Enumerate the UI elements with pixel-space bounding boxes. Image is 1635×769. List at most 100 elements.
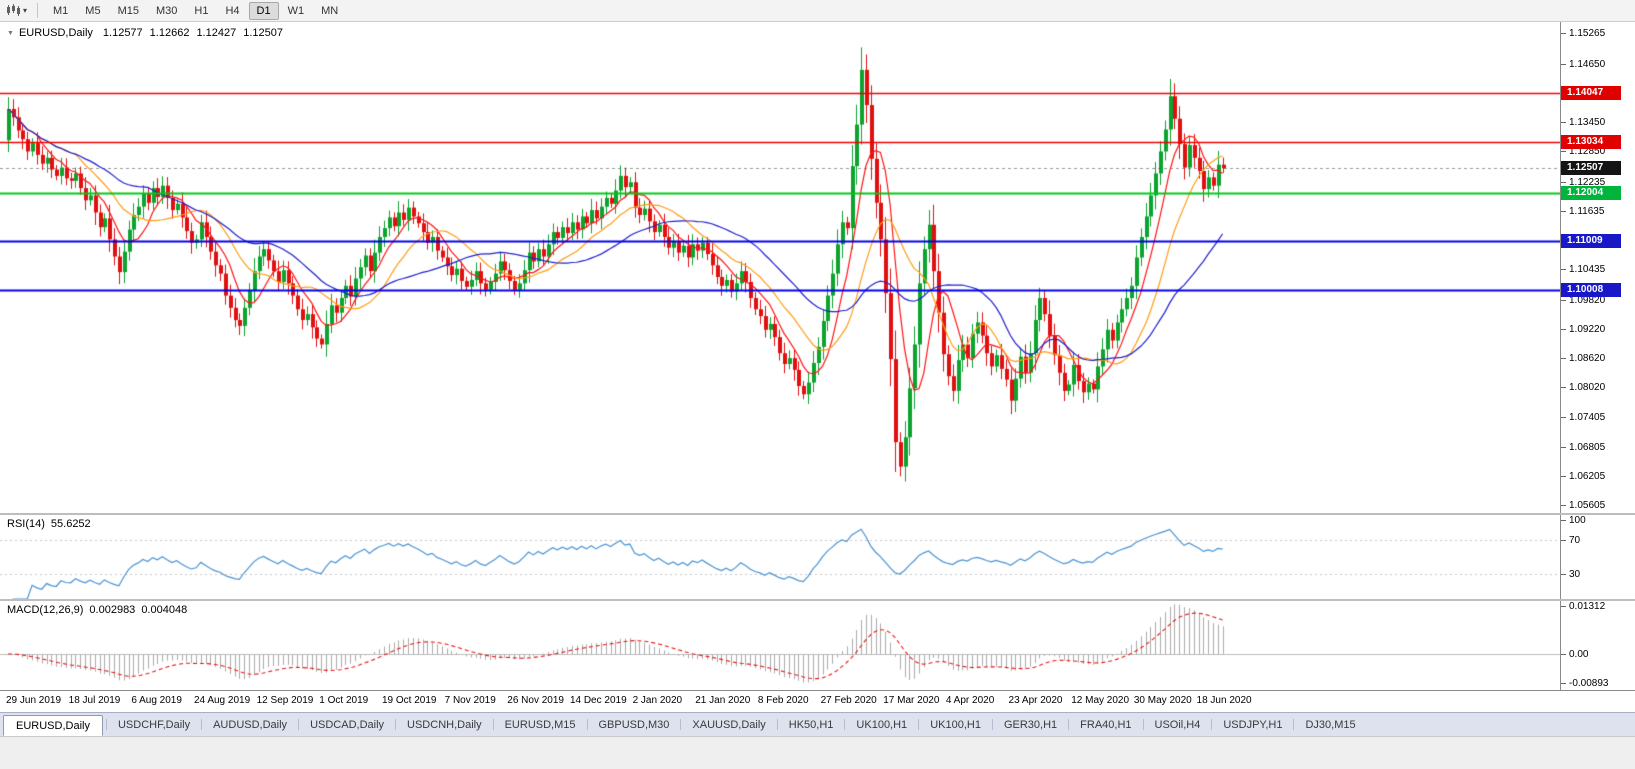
chart-tab-gbpusd-m30[interactable]: GBPUSD,M30 bbox=[598, 718, 670, 731]
tab-divider bbox=[1293, 719, 1295, 730]
price-axis-label: 1.09220 bbox=[1560, 323, 1606, 335]
ohlc-low-value: 1.12427 bbox=[196, 27, 237, 39]
chart-tab-usoil-h4[interactable]: USOil,H4 bbox=[1154, 718, 1201, 731]
price-axis-label: 1.08620 bbox=[1560, 353, 1606, 365]
time-axis-label: 8 Feb 2020 bbox=[757, 695, 809, 706]
chart-header: ▼ EURUSD,Daily 1.12577 1.12662 1.12427 1… bbox=[7, 27, 290, 39]
time-axis-label: 23 Apr 2020 bbox=[1008, 695, 1063, 706]
price-chart-canvas[interactable] bbox=[0, 22, 1560, 513]
price-axis-label: 1.09820 bbox=[1560, 294, 1606, 306]
time-axis-label: 2 Jan 2020 bbox=[632, 695, 683, 706]
window-bottom-strip bbox=[0, 736, 1635, 769]
price-axis-label: 1.06205 bbox=[1560, 471, 1606, 483]
chart-tab-dj30-m15[interactable]: DJ30,M15 bbox=[1305, 718, 1356, 731]
time-axis-label: 1 Oct 2019 bbox=[319, 695, 369, 706]
chart-tab-eurusd-m15[interactable]: EURUSD,M15 bbox=[504, 718, 576, 731]
rsi-indicator-canvas[interactable] bbox=[0, 515, 1560, 599]
time-axis-label: 7 Nov 2019 bbox=[444, 695, 496, 706]
time-axis-label: 17 Mar 2020 bbox=[883, 695, 940, 706]
macd-indicator-label: MACD(12,26,9) 0.002983 0.004048 bbox=[7, 604, 187, 616]
price-badge: 1.10008 bbox=[1561, 283, 1621, 298]
time-axis-label: 6 Aug 2019 bbox=[131, 695, 182, 706]
timeframe-button-d1[interactable]: D1 bbox=[248, 1, 279, 20]
time-axis-label: 12 May 2020 bbox=[1071, 695, 1130, 706]
timeframe-button-mn[interactable]: MN bbox=[321, 4, 339, 17]
rsi-panel-splitter[interactable] bbox=[0, 513, 1635, 515]
tab-divider bbox=[586, 719, 588, 730]
rsi-indicator-label: RSI(14) 55.6252 bbox=[7, 518, 91, 530]
chart-tab-hk50-h1[interactable]: HK50,H1 bbox=[788, 718, 834, 731]
chart-type-dropdown-icon[interactable]: ▾ bbox=[23, 6, 28, 15]
price-badge: 1.12004 bbox=[1561, 185, 1621, 200]
macd-indicator-canvas[interactable] bbox=[0, 601, 1560, 690]
rsi-axis-label: 30 bbox=[1560, 568, 1581, 580]
tab-divider bbox=[776, 719, 778, 730]
chart-tab-usdcnh-daily[interactable]: USDCNH,Daily bbox=[407, 718, 482, 731]
timeframe-button-m5[interactable]: M5 bbox=[85, 4, 101, 17]
tab-divider bbox=[395, 719, 397, 730]
ohlc-close-value: 1.12507 bbox=[243, 27, 283, 39]
ohlc-high-value: 1.12662 bbox=[149, 27, 190, 39]
chart-tab-xauusd-daily[interactable]: XAUUSD,Daily bbox=[692, 718, 766, 731]
rsi-axis-label: 70 bbox=[1560, 535, 1581, 547]
macd-axis-label: 0.01312 bbox=[1560, 601, 1606, 612]
time-axis-label: 29 Jun 2019 bbox=[6, 695, 62, 706]
timeframe-button-h1[interactable]: H1 bbox=[194, 4, 209, 17]
time-axis[interactable]: 29 Jun 2019 18 Jul 2019 6 Aug 2019 24 Aug 2… bbox=[0, 690, 1635, 712]
chart-tab-fra40-h1[interactable]: FRA40,H1 bbox=[1080, 718, 1132, 731]
timeframe-button-w1[interactable]: W1 bbox=[287, 4, 305, 17]
price-axis-label: 1.14650 bbox=[1560, 58, 1606, 70]
price-axis-label: 1.06805 bbox=[1560, 441, 1606, 453]
tab-divider bbox=[1211, 719, 1213, 730]
tab-divider bbox=[298, 719, 300, 730]
timeframe-button-m1[interactable]: M1 bbox=[53, 4, 69, 17]
time-axis-label: 21 Jan 2020 bbox=[695, 695, 751, 706]
time-axis-label: 19 Oct 2019 bbox=[381, 695, 437, 706]
tab-divider bbox=[844, 719, 846, 730]
chart-tab-usdcad-daily[interactable]: USDCAD,Daily bbox=[310, 718, 385, 731]
price-badge: 1.14047 bbox=[1561, 85, 1621, 100]
price-axis-label: 1.12235 bbox=[1560, 176, 1606, 188]
price-axis[interactable]: 1.15265 1.14650 1.13450 1.12850 1.12235 1.116… bbox=[1560, 22, 1635, 690]
symbol-collapse-icon[interactable]: ▼ bbox=[7, 29, 14, 37]
timeframe-toolbar: ▾ M1 M5 M15 M30 H1 H4 D1 W1 MN bbox=[0, 0, 1635, 22]
tab-divider bbox=[105, 719, 107, 730]
time-axis-label: 12 Sep 2019 bbox=[256, 695, 314, 706]
price-axis-label: 1.05605 bbox=[1560, 500, 1606, 512]
rsi-name: RSI(14) bbox=[7, 518, 45, 530]
timeframe-button-m15[interactable]: M15 bbox=[117, 4, 139, 17]
timeframe-button-group: M1 M5 M15 M30 H1 H4 D1 W1 MN bbox=[45, 1, 346, 20]
macd-axis-label: -0.00893 bbox=[1560, 678, 1609, 689]
price-axis-label: 1.13450 bbox=[1560, 117, 1606, 129]
time-axis-label: 27 Feb 2020 bbox=[820, 695, 877, 706]
chart-tab-usdjpy-h1[interactable]: USDJPY,H1 bbox=[1223, 718, 1283, 731]
timeframe-button-m30[interactable]: M30 bbox=[155, 4, 178, 17]
timeframe-button-h4[interactable]: H4 bbox=[225, 4, 240, 17]
ohlc-open-value: 1.12577 bbox=[102, 27, 143, 39]
price-badge: 1.12507 bbox=[1561, 161, 1621, 176]
chart-tab-usdchf-daily[interactable]: USDCHF,Daily bbox=[117, 718, 191, 731]
rsi-axis-label: 100 bbox=[1561, 515, 1586, 526]
chart-tab-uk100-h1[interactable]: UK100,H1 bbox=[856, 718, 908, 731]
time-axis-label: 14 Dec 2019 bbox=[569, 695, 627, 706]
price-axis-label: 1.11635 bbox=[1560, 205, 1605, 217]
tab-divider bbox=[918, 719, 920, 730]
rsi-value: 55.6252 bbox=[50, 518, 91, 530]
chart-tab-audusd-daily[interactable]: AUDUSD,Daily bbox=[213, 718, 288, 731]
chart-tab-uk100-h1[interactable]: UK100,H1 bbox=[930, 718, 981, 731]
tab-divider bbox=[492, 719, 494, 730]
chart-symbol-label: EURUSD,Daily bbox=[18, 27, 93, 39]
time-axis-label: 18 Jun 2020 bbox=[1196, 695, 1252, 706]
price-axis-label: 1.15265 bbox=[1560, 28, 1606, 40]
time-axis-label: 18 Jul 2019 bbox=[68, 695, 121, 706]
chart-type-icon[interactable] bbox=[6, 4, 21, 17]
chart-tab-eurusd-daily[interactable]: EURUSD,Daily bbox=[3, 715, 103, 736]
time-axis-label: 30 May 2020 bbox=[1133, 695, 1192, 706]
price-axis-label: 1.08020 bbox=[1560, 382, 1606, 394]
tab-divider bbox=[201, 719, 203, 730]
macd-signal-value: 0.004048 bbox=[141, 604, 188, 616]
tab-divider bbox=[1142, 719, 1144, 730]
macd-panel-splitter[interactable] bbox=[0, 599, 1635, 601]
time-axis-label: 4 Apr 2020 bbox=[945, 695, 995, 706]
chart-tab-ger30-h1[interactable]: GER30,H1 bbox=[1003, 718, 1058, 731]
